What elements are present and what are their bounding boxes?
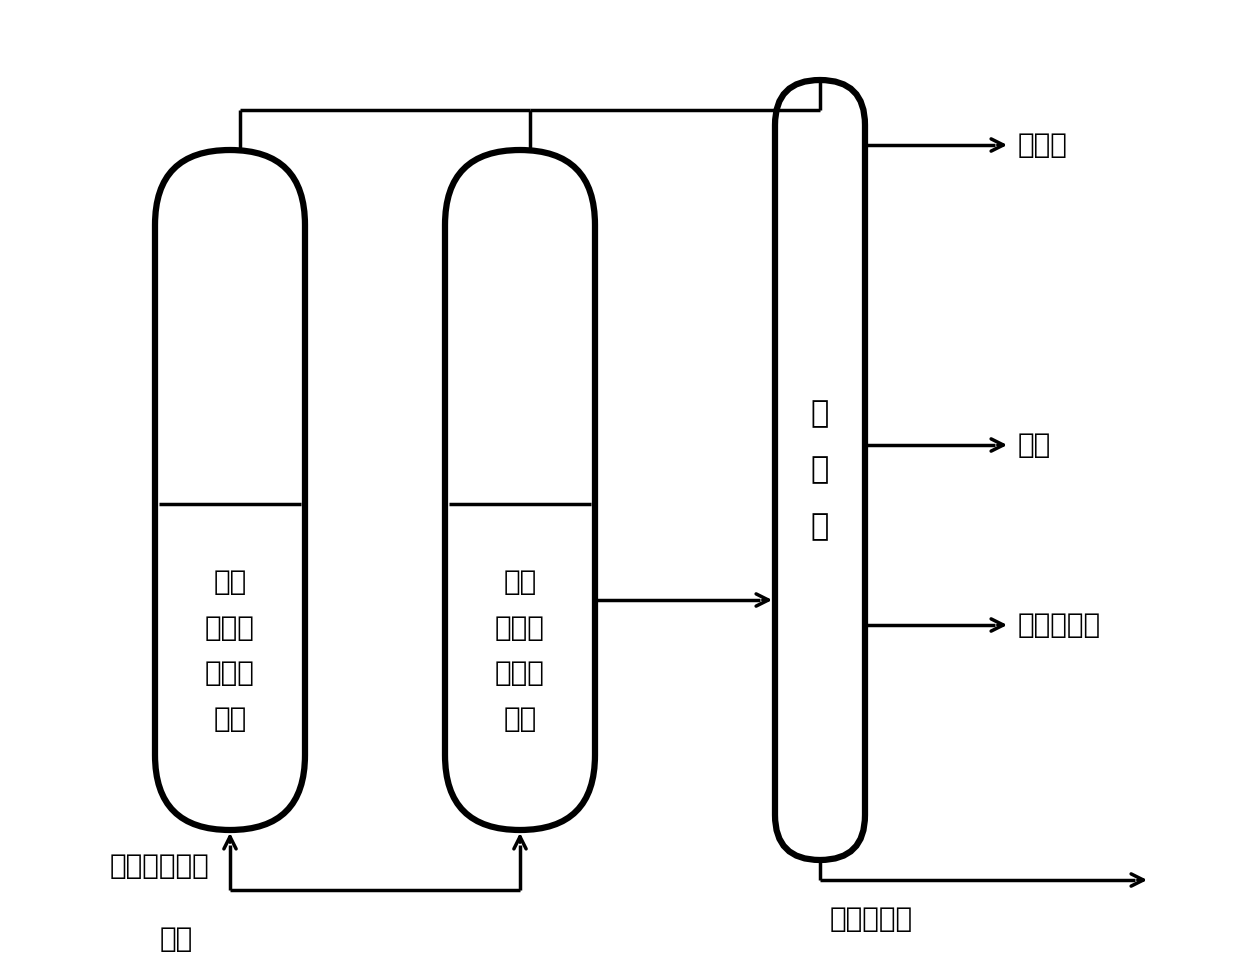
FancyBboxPatch shape — [155, 150, 305, 830]
Text: 柴油: 柴油 — [1018, 431, 1052, 459]
Text: 预处理原料油: 预处理原料油 — [110, 852, 210, 880]
FancyBboxPatch shape — [445, 150, 595, 830]
Text: 球形
主加氢
处理催
化剂: 球形 主加氢 处理催 化剂 — [495, 568, 544, 733]
Text: 氥青馏分油: 氥青馏分油 — [830, 905, 913, 933]
Text: 石脑油: 石脑油 — [1018, 131, 1068, 159]
FancyBboxPatch shape — [775, 80, 866, 860]
Text: 基础润滑油: 基础润滑油 — [1018, 611, 1101, 639]
Text: 氢气: 氢气 — [160, 925, 193, 953]
Text: 球形
预加氢
处理催
化剂: 球形 预加氢 处理催 化剂 — [205, 568, 255, 733]
Text: 分
馏
塔: 分 馏 塔 — [811, 399, 830, 541]
